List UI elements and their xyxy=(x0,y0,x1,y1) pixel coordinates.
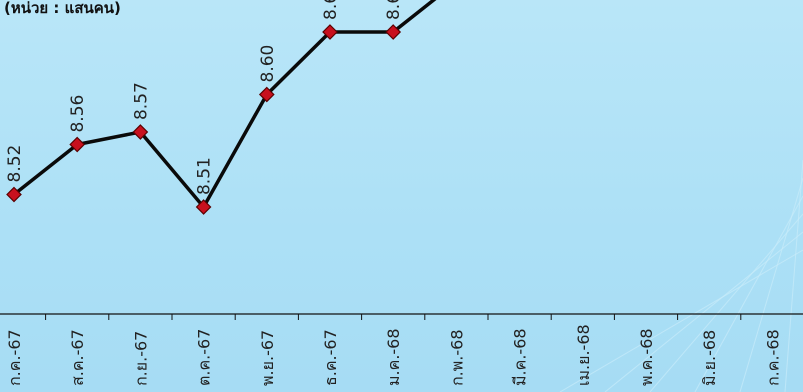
decor-streak xyxy=(604,231,803,392)
x-axis-ticks xyxy=(45,314,742,320)
data-point xyxy=(69,136,86,153)
x-tick-label: ต.ค.-67 xyxy=(195,329,214,386)
x-tick-labels: ก.ค.-67 ส.ค.-67 ก.ย.-67 ต.ค.-67 พ.ย.-67 ธ.ค.-… xyxy=(5,324,782,386)
data-label: 8.60 xyxy=(258,45,278,83)
x-tick-label: มิ.ย.-68 xyxy=(700,330,719,386)
data-label: 8.57 xyxy=(131,82,151,120)
data-point xyxy=(385,24,402,40)
data-label: 8.56 xyxy=(68,95,88,133)
x-tick-label: ก.พ.-68 xyxy=(447,329,466,386)
decor-streak xyxy=(649,213,803,392)
x-tick-label: ก.ย.-67 xyxy=(131,331,150,386)
x-tick-label: ส.ค.-67 xyxy=(68,329,87,386)
data-label: 8.65 xyxy=(384,0,404,20)
data-label: 8.51 xyxy=(195,157,215,195)
data-label: 8.65 xyxy=(321,0,341,20)
unit-label: (หน่วย : แสนคน) xyxy=(4,0,121,17)
value-labels: 8.528.568.578.518.608.658.658.698.738.74… xyxy=(5,0,404,195)
data-point xyxy=(132,124,149,140)
data-point xyxy=(322,24,338,40)
decor-streak xyxy=(784,159,803,392)
x-tick-label: ธ.ค.-67 xyxy=(321,329,340,386)
data-point xyxy=(6,186,22,203)
x-tick-label: มี.ค.-68 xyxy=(511,328,530,386)
background-decoration xyxy=(559,159,803,392)
decor-streak xyxy=(559,249,803,392)
x-tick-label: เม.ย.-68 xyxy=(574,324,593,386)
series-markers xyxy=(6,24,402,215)
x-tick-label: พ.ค.-68 xyxy=(637,328,656,386)
x-tick-label: พ.ย.-67 xyxy=(258,330,277,386)
decor-streak xyxy=(694,195,803,392)
x-tick-label: ก.ค.-68 xyxy=(763,329,782,386)
x-tick-label: ก.ค.-67 xyxy=(5,329,24,386)
decor-streak xyxy=(739,177,803,392)
x-tick-label: ม.ค.-68 xyxy=(384,328,403,386)
data-point xyxy=(195,199,212,215)
data-point xyxy=(258,86,275,103)
data-label: 8.52 xyxy=(5,145,25,183)
